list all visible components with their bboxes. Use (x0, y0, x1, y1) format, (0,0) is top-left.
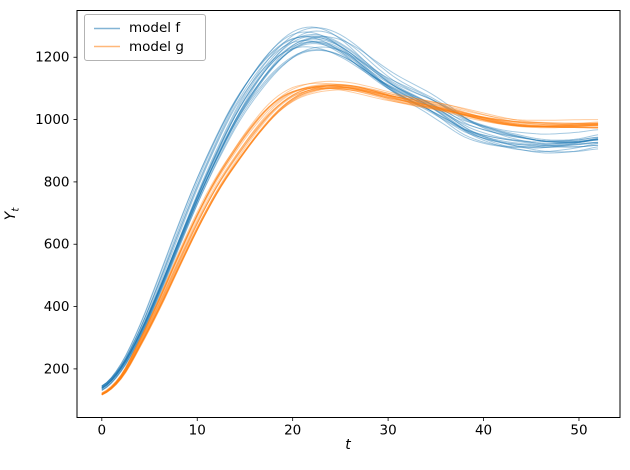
run-line (101, 85, 599, 396)
legend-line-model-f-icon (94, 27, 120, 30)
run-line (101, 85, 599, 395)
x-tick-label: 20 (284, 423, 301, 439)
x-axis-label: t (345, 437, 351, 453)
run-line (101, 85, 599, 395)
axes-spines (76, 10, 621, 418)
run-line (101, 89, 599, 396)
run-line (101, 30, 599, 387)
y-tick-label: 600 (44, 237, 70, 253)
legend-label-model-f: model f (129, 20, 181, 37)
run-line (101, 46, 599, 389)
run-line (101, 49, 599, 392)
y-tick-label: 800 (44, 174, 70, 190)
run-line (101, 86, 599, 395)
run-line (101, 35, 599, 387)
run-line (101, 49, 599, 391)
run-line (101, 38, 599, 389)
run-line (101, 87, 599, 396)
run-line (101, 36, 599, 389)
legend-label-model-g: model g (129, 38, 184, 55)
x-tick-label: 40 (475, 423, 492, 439)
run-line (101, 87, 599, 395)
run-line (101, 84, 599, 396)
run-line (101, 84, 599, 395)
y-tick-label: 200 (44, 361, 70, 377)
run-line (101, 87, 599, 395)
run-line (101, 36, 599, 387)
run-line (101, 41, 599, 389)
run-line (101, 84, 599, 395)
y-tick-label: 1200 (35, 50, 69, 66)
legend[interactable]: model f model g (84, 14, 206, 61)
run-line (101, 46, 599, 390)
run-line (101, 33, 599, 388)
run-line (101, 80, 599, 394)
run-line (101, 35, 599, 389)
run-line (101, 88, 599, 396)
run-line (101, 43, 599, 391)
run-line (101, 82, 599, 394)
run-line (101, 31, 599, 388)
ensemble-model-f (101, 26, 599, 392)
x-tick-label: 0 (98, 423, 107, 439)
run-line (101, 26, 599, 387)
run-line (101, 37, 599, 389)
run-line (101, 85, 599, 396)
legend-entry-model-g: model g (94, 38, 197, 57)
run-line (101, 83, 599, 395)
axis-ticks: 0 10 20 30 40 50 200 400 600 800 1000 1200 (35, 50, 587, 439)
run-line (101, 86, 599, 395)
run-line (101, 40, 599, 388)
curves (101, 26, 599, 396)
run-line (101, 27, 599, 388)
run-line (101, 87, 599, 395)
ensemble-model-g (101, 80, 599, 396)
x-tick-label: 10 (189, 423, 206, 439)
x-tick-label: 30 (380, 423, 397, 439)
run-line (101, 87, 599, 396)
legend-line-model-g-icon (94, 45, 120, 48)
run-line (101, 40, 599, 389)
y-tick-label: 400 (44, 299, 70, 315)
y-tick-label: 1000 (35, 112, 69, 128)
run-line (101, 87, 599, 395)
y-axis-label: Yt (2, 207, 22, 221)
x-tick-label: 50 (570, 423, 587, 439)
run-line (101, 41, 599, 389)
legend-entry-model-f: model f (94, 19, 197, 38)
